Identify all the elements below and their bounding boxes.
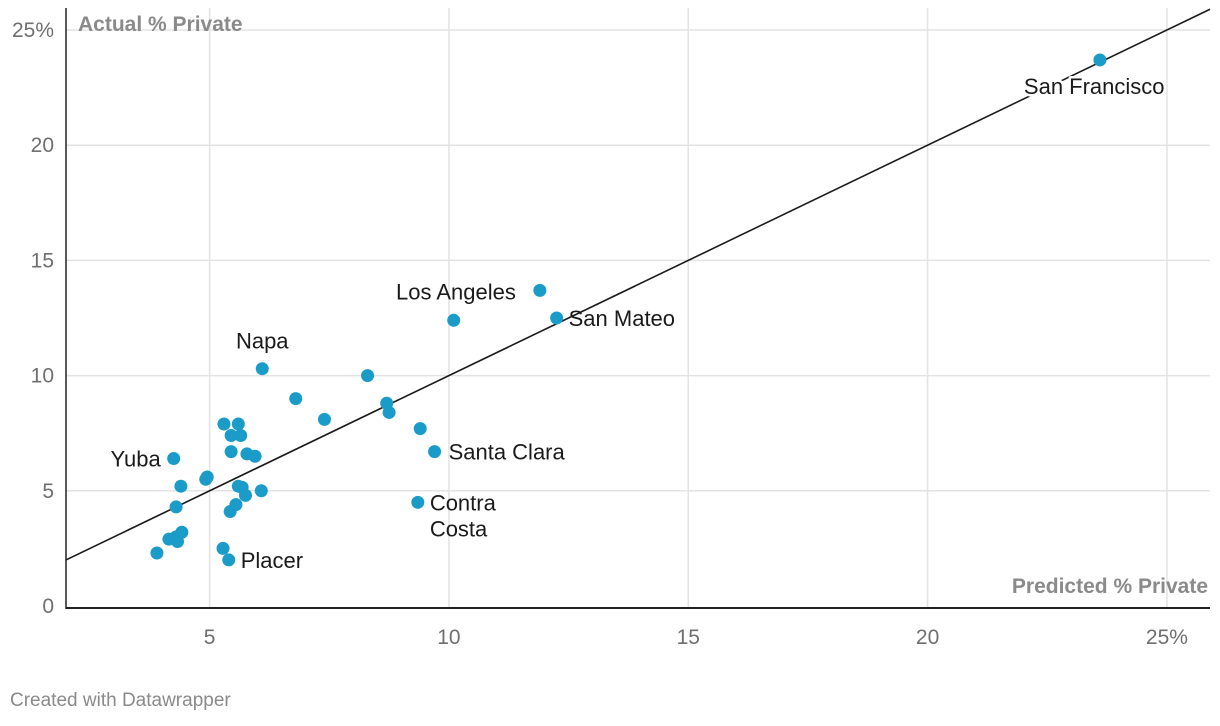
y-axis-title: Actual % Private: [78, 13, 243, 36]
data-point: [1093, 53, 1107, 67]
data-point: [382, 405, 396, 419]
data-point: [216, 541, 230, 555]
data-point: [222, 553, 236, 567]
data-point: [174, 479, 188, 493]
data-point: [223, 505, 237, 519]
data-point: [550, 311, 564, 325]
y-tick-label: 0: [42, 595, 54, 618]
point-label: Los Angeles: [396, 279, 516, 304]
y-tick-label: 25%: [12, 19, 54, 42]
y-tick-labels: 0 5 10 15 20 25%: [12, 19, 54, 618]
data-point: [411, 495, 425, 509]
data-point: [317, 412, 331, 426]
data-point: [447, 313, 461, 327]
data-point: [167, 452, 181, 466]
point-label: Contra Costa: [430, 490, 497, 541]
point-label: San Francisco: [1024, 74, 1165, 99]
data-point: [254, 484, 268, 498]
x-tick-label: 10: [437, 626, 460, 649]
point-labels: San Francisco Los Angeles San Mateo Napa San…: [111, 71, 1168, 573]
y-tick-label: 10: [31, 365, 54, 388]
data-point: [413, 422, 427, 436]
x-axis-title: Predicted % Private: [1012, 575, 1208, 598]
data-point: [224, 429, 238, 443]
data-point: [171, 534, 185, 548]
data-point: [150, 546, 164, 560]
data-point: [361, 369, 375, 383]
data-point: [234, 429, 248, 443]
y-tick-label: 5: [42, 480, 54, 503]
axes: [65, 8, 1210, 609]
data-point: [199, 472, 213, 486]
point-label: Napa: [236, 329, 289, 354]
point-label: Santa Clara: [449, 440, 566, 465]
x-tick-label: 15: [677, 626, 700, 649]
data-point: [255, 362, 269, 376]
point-label: Placer: [241, 548, 303, 573]
x-gridlines: [208, 8, 1168, 608]
point-label: Yuba: [111, 447, 162, 472]
x-tick-labels: 5 10 15 20 25%: [204, 626, 1188, 649]
data-point: [224, 445, 238, 459]
data-point: [248, 449, 262, 463]
x-tick-label: 5: [204, 626, 216, 649]
data-points: [150, 53, 1107, 567]
reference-line-group: [65, 8, 1211, 561]
x-tick-label: 25%: [1146, 626, 1188, 649]
data-point: [238, 488, 252, 502]
reference-line: [65, 8, 1211, 561]
data-point: [533, 283, 547, 297]
y-tick-label: 15: [31, 249, 54, 272]
data-point: [169, 500, 183, 514]
data-point: [217, 417, 231, 431]
data-point: [231, 417, 245, 431]
footer-credit: Created with Datawrapper: [10, 690, 231, 711]
data-point: [428, 445, 442, 459]
y-tick-label: 20: [31, 134, 54, 157]
x-tick-label: 20: [916, 626, 939, 649]
point-label: San Mateo: [569, 306, 675, 331]
data-point: [289, 392, 303, 406]
